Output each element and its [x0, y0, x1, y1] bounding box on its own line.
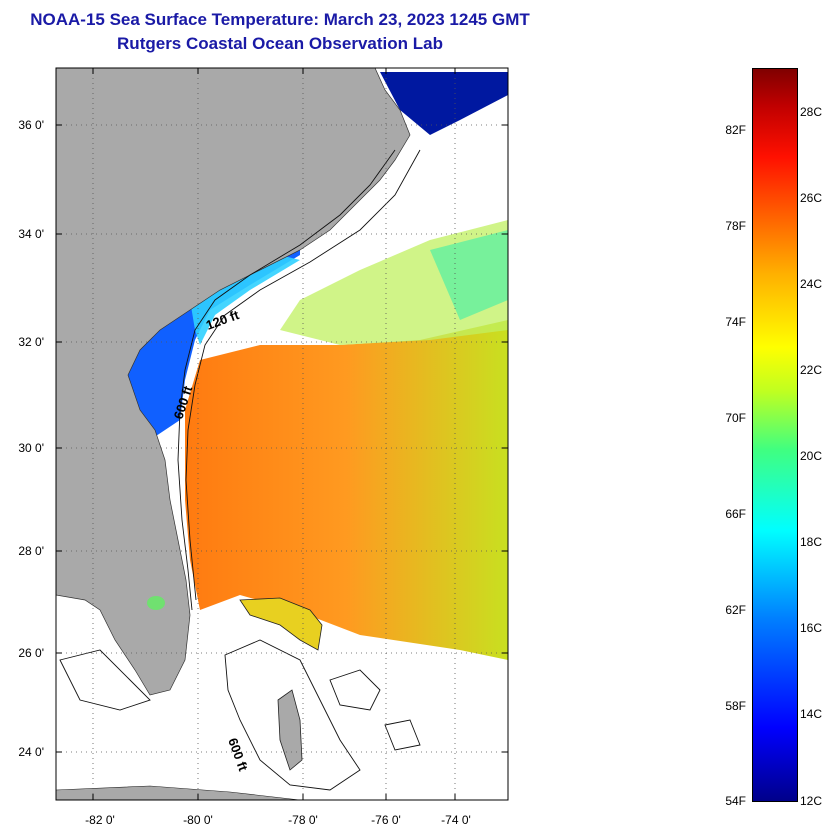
land-mass — [56, 68, 411, 696]
tick-marks — [56, 68, 508, 800]
colorbar-label-66f: 66F — [725, 507, 746, 521]
lat-label-28: 28 0' — [18, 544, 44, 558]
colorbar-label-70f: 70F — [725, 411, 746, 425]
grid-lines — [56, 68, 508, 800]
lon-label-82: -82 0' — [85, 813, 115, 827]
northeast-cold-water — [380, 72, 508, 135]
bahamas-island — [239, 597, 323, 651]
colorbar-label-26c: 26C — [800, 191, 823, 205]
lat-label-24: 24 0' — [18, 745, 44, 759]
map-subtitle: Rutgers Coastal Ocean Observation Lab — [117, 34, 443, 53]
colorbar-label-18c: 18C — [800, 535, 823, 549]
contour-keys — [59, 649, 151, 711]
contour-120ft — [177, 149, 396, 611]
colorbar-label-82f: 82F — [725, 123, 746, 137]
contour-600ft — [185, 149, 421, 601]
andros-island — [277, 689, 303, 771]
colorbar-label-24c: 24C — [800, 277, 823, 291]
contour-southeast — [329, 669, 421, 751]
lon-label-76: -76 0' — [371, 813, 401, 827]
colorbar-label-22c: 22C — [800, 363, 823, 377]
lat-label-36: 36 0' — [18, 118, 44, 132]
lake-okeechobee — [147, 596, 165, 610]
colorbar-label-62f: 62F — [725, 603, 746, 617]
colorbar-label-74f: 74F — [725, 315, 746, 329]
north-green-patch — [430, 230, 508, 320]
map-frame — [55, 67, 509, 801]
colorbar-label-58f: 58F — [725, 699, 746, 713]
colorbar-label-16c: 16C — [800, 621, 823, 635]
colorbar-label-28c: 28C — [800, 105, 823, 119]
cuba-coast — [56, 785, 301, 800]
colorbar-label-54f: 54F — [725, 794, 746, 808]
map-title: NOAA-15 Sea Surface Temperature: March 2… — [30, 10, 530, 29]
gulf-stream-warm-water — [185, 320, 508, 660]
colorbar-label-78f: 78F — [725, 219, 746, 233]
lat-label-30: 30 0' — [18, 441, 44, 455]
shelf-cold-water — [120, 235, 300, 440]
colorbar-label-14c: 14C — [800, 707, 823, 721]
contour-bahamas — [224, 639, 361, 791]
temperature-colorbar — [752, 68, 798, 802]
lat-label-34: 34 0' — [18, 227, 44, 241]
lon-label-74: -74 0' — [441, 813, 471, 827]
lat-label-32: 32 0' — [18, 335, 44, 349]
colorbar-label-20c: 20C — [800, 449, 823, 463]
colorbar-label-12c: 12C — [800, 794, 823, 808]
lon-label-80: -80 0' — [183, 813, 213, 827]
lon-label-78: -78 0' — [288, 813, 318, 827]
lat-label-26: 26 0' — [18, 646, 44, 660]
